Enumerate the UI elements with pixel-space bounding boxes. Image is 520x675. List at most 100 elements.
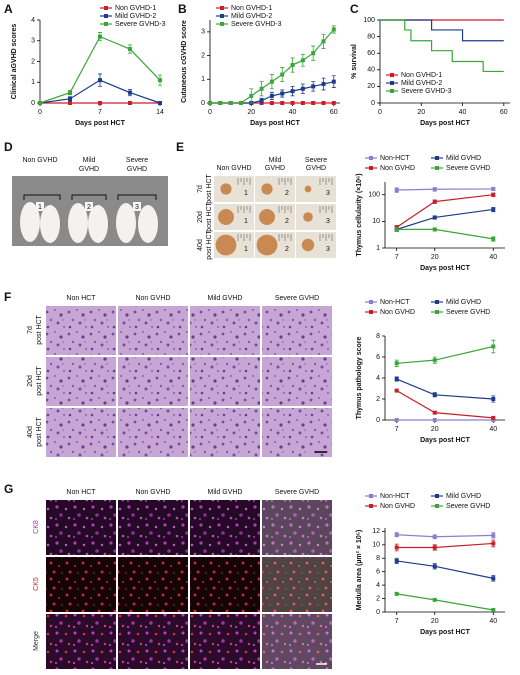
marker [98, 101, 102, 105]
y-tick-label: 0 [376, 609, 380, 616]
marker [491, 192, 496, 197]
marker [280, 91, 285, 96]
marker [491, 207, 496, 212]
legend-label: Severe GVHD-3 [231, 21, 282, 28]
legend-label: Non GVHD [380, 165, 415, 172]
legend-marker [369, 156, 373, 160]
y-tick-label: 2 [376, 595, 380, 602]
panel-letter: C [350, 2, 359, 16]
fluorescence-image [262, 500, 332, 555]
legend-marker [369, 310, 373, 314]
y-tick-label: 4 [376, 582, 380, 589]
chart: 0 1 2 3 4 0 7 14 Days post HCT Clinical aGVHD sco… [11, 5, 166, 127]
x-tick-label: 0 [378, 109, 382, 116]
marker [158, 78, 162, 83]
thymus [259, 209, 275, 225]
histology-image [262, 357, 332, 406]
thymus [303, 212, 313, 222]
y-tick-label: 6 [376, 569, 380, 576]
panel-letter: B [178, 2, 187, 16]
legend-label: Non GVHD [380, 309, 415, 316]
x-tick-label: 40 [489, 426, 497, 433]
thymus-photo [296, 204, 336, 230]
marker [491, 533, 496, 538]
thymus-photo [255, 176, 295, 202]
ruler-number: 2 [285, 190, 289, 197]
legend-label: Non GVHD-1 [401, 72, 442, 79]
y-tick-label: 6 [376, 354, 380, 361]
row-label: 40d [27, 426, 34, 438]
column-label: Severe GVHD [275, 489, 319, 496]
marker [249, 93, 254, 98]
marker [158, 101, 162, 105]
y-tick-label: 0 [371, 100, 375, 107]
legend-label: Severe GVHD [446, 503, 490, 510]
legend-label: Mild GVHD-2 [401, 80, 442, 87]
marker [491, 576, 496, 581]
marker [98, 34, 102, 39]
histology-image [262, 408, 332, 457]
fluorescence-image [190, 500, 260, 555]
x-tick-label: 14 [156, 109, 164, 116]
mice [20, 202, 158, 243]
series-line [380, 19, 504, 73]
legend-label: Severe GVHD [446, 165, 490, 172]
row-label: 7d [27, 326, 34, 334]
x-tick-label: 7 [98, 109, 102, 116]
legend-marker [369, 166, 373, 170]
legend-marker [220, 22, 224, 26]
x-tick-label: 60 [330, 109, 338, 116]
marker [432, 410, 437, 415]
histology-image [46, 357, 116, 406]
marker [432, 564, 437, 569]
histology-image [118, 306, 188, 355]
group-label: Severe [126, 157, 148, 164]
marker [311, 84, 316, 89]
fluorescence-image [118, 614, 188, 669]
marker [432, 199, 437, 204]
legend-marker [435, 300, 439, 304]
fluorescence-image [46, 614, 116, 669]
y-tick-label: 10 [372, 218, 380, 225]
legend-label: Mild GVHD [446, 493, 481, 500]
histology-image [118, 357, 188, 406]
marker [491, 344, 496, 349]
number-tag [85, 202, 93, 211]
marker [394, 532, 399, 537]
row-label: post HCT [206, 201, 213, 231]
fluorescence-image [118, 557, 188, 612]
marker [394, 227, 399, 232]
panel-letter: G [4, 482, 13, 496]
y-tick-label: 4 [376, 375, 380, 382]
marker [259, 98, 264, 103]
histology-image [190, 306, 260, 355]
fluorescence-image [262, 614, 332, 669]
legend-marker [435, 310, 439, 314]
histology-image [46, 408, 116, 457]
marker [98, 78, 102, 83]
ruler-number: 3 [326, 190, 330, 197]
x-tick-label: 20 [431, 254, 439, 261]
x-tick-label: 40 [489, 618, 497, 625]
legend-label: Severe GVHD [446, 309, 490, 316]
marker [300, 86, 305, 91]
y-axis-label: Medulla area (µm² × 10⁵) [356, 530, 363, 611]
y-axis-label: Thymus cellularity (×10⁶) [356, 173, 363, 256]
column-label: Severe GVHD [275, 295, 319, 302]
marker [128, 90, 132, 95]
marker [432, 597, 437, 602]
thymus [218, 209, 234, 225]
group-label: Mild [83, 157, 96, 164]
histology-image [190, 408, 260, 457]
row-label: 20d [27, 375, 34, 387]
marker [238, 101, 243, 105]
marker [269, 93, 274, 98]
legend-marker [104, 22, 108, 26]
group-label: GVHD [127, 166, 147, 173]
marker [394, 591, 399, 596]
thymus [261, 183, 273, 195]
legend-marker [390, 81, 394, 85]
ruler-number: 1 [244, 218, 248, 225]
histology-image [46, 306, 116, 355]
marker [208, 101, 212, 105]
